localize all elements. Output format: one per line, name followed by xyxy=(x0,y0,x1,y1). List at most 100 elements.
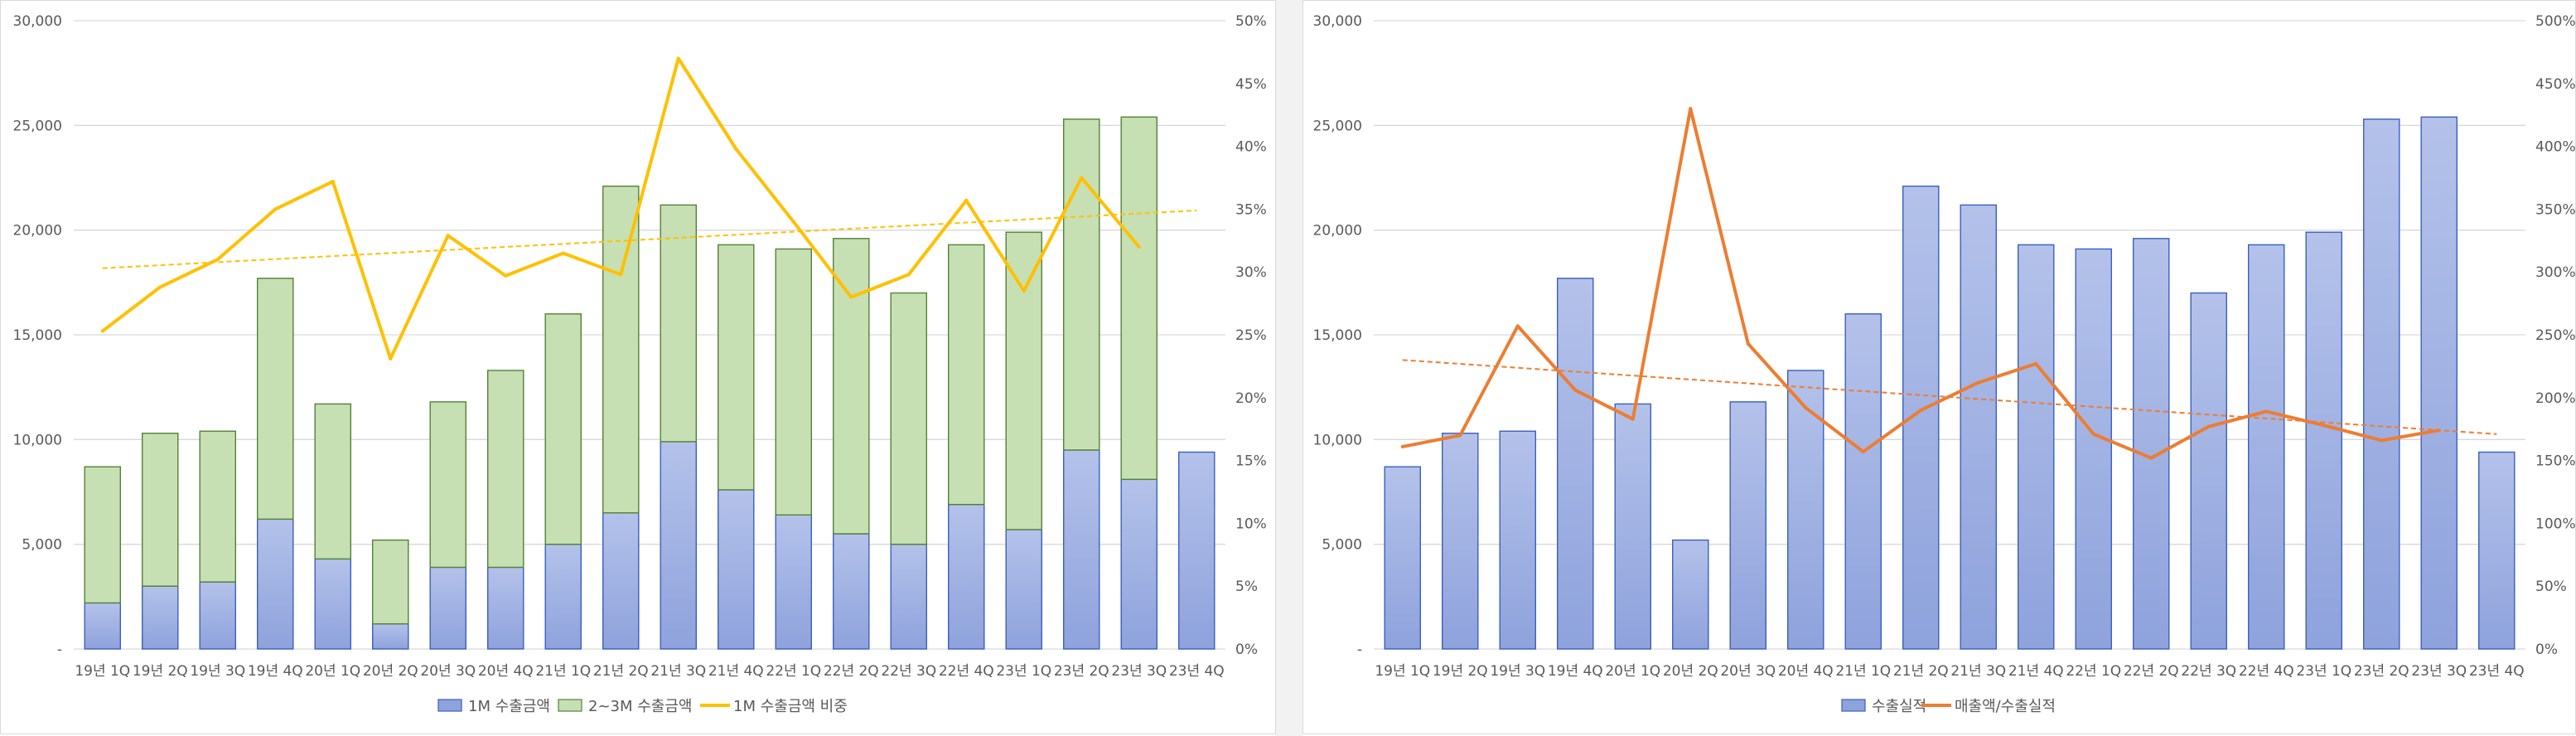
bar-1m xyxy=(544,543,582,650)
bar-s xyxy=(2478,451,2516,650)
bar-2-3m xyxy=(1120,116,1158,481)
y-tick-label: 30,000 xyxy=(13,13,62,30)
bar-1m xyxy=(1120,478,1158,650)
y-tick-label: 15,000 xyxy=(1313,327,1362,344)
line-point xyxy=(1919,408,1923,412)
y-tick-label: 30,000 xyxy=(1313,13,1362,30)
x-tick-label: 23년 3Q xyxy=(1111,663,1167,680)
legend-label: 2~3M 수출금액 xyxy=(588,698,692,715)
legend-label: 1M 수출금액 비중 xyxy=(733,698,848,715)
bar-s xyxy=(1442,433,1479,650)
x-tick-label: 22년 2Q xyxy=(2124,663,2179,680)
bar-2-3m xyxy=(487,370,524,569)
x-tick-label: 22년 1Q xyxy=(766,663,821,680)
line-point xyxy=(273,207,278,211)
line-point xyxy=(2091,432,2095,436)
line-point xyxy=(2437,429,2441,433)
bar-s xyxy=(2075,248,2112,650)
x-tick-label: 21년 2Q xyxy=(1893,663,1949,680)
y-tick-label: 25,000 xyxy=(1313,118,1362,134)
line-point xyxy=(676,56,680,61)
x-tick-label: 21년 1Q xyxy=(535,663,591,680)
x-tick-label: 21년 2Q xyxy=(593,663,649,680)
x-tick-label: 23년 4Q xyxy=(2469,663,2525,680)
y2-tick-label: 200% xyxy=(2535,390,2576,407)
line-point xyxy=(158,285,162,289)
line-point xyxy=(1080,176,1084,180)
line-point xyxy=(331,180,335,184)
line-point xyxy=(2149,456,2153,460)
y2-tick-label: 350% xyxy=(2535,201,2576,218)
bar-2-3m xyxy=(142,433,179,587)
bar-1m xyxy=(890,543,927,650)
line-point xyxy=(1137,245,1141,249)
legend-label: 1M 수출금액 xyxy=(468,698,550,715)
y2-tick-label: 300% xyxy=(2535,264,2576,281)
line-point xyxy=(389,356,393,361)
x-tick-label: 19년 1Q xyxy=(1375,663,1430,680)
bar-2-3m xyxy=(1005,231,1042,530)
chart-left-svg: - 5,000 10,000 15,000 20,000 25,000 30,000 0% 5%… xyxy=(13,13,1267,715)
bar-1m xyxy=(1178,451,1216,650)
x-tick-label: 19년 2Q xyxy=(133,663,188,680)
y2-tick-label: 50% xyxy=(2535,579,2567,595)
line-point xyxy=(619,273,623,277)
chart-left-panel: - 5,000 10,000 15,000 20,000 25,000 30,000 0% 5%… xyxy=(0,0,1276,734)
bar-1m xyxy=(199,581,236,650)
bar-s xyxy=(2305,231,2342,650)
bar-2-3m xyxy=(602,185,640,514)
bar-s xyxy=(1960,204,1997,650)
y-tick-label: 25,000 xyxy=(13,118,62,134)
x-tick-label: 23년 2Q xyxy=(2354,663,2409,680)
bar-2-3m xyxy=(257,278,294,521)
x-tick-label: 19년 4Q xyxy=(1548,663,1603,680)
x-tick-label: 20년 2Q xyxy=(363,663,418,680)
bar-2-3m xyxy=(718,244,755,491)
line-point xyxy=(1976,380,1980,385)
x-tick-label: 23년 2Q xyxy=(1054,663,1109,680)
bar-s xyxy=(2363,119,2400,650)
line-point xyxy=(1746,341,1750,346)
bar-2-3m xyxy=(1063,119,1100,451)
y2-tick-label: 400% xyxy=(2535,139,2576,156)
x-tick-label: 23년 3Q xyxy=(2411,663,2467,680)
bar-s xyxy=(2420,116,2458,650)
chart-right-svg: - 5,000 10,000 15,000 20,000 25,000 30,000 0% 50… xyxy=(1313,13,2576,715)
x-tick-label: 20년 2Q xyxy=(1663,663,1718,680)
x-tick-label: 21년 4Q xyxy=(708,663,764,680)
y2-tick-label: 15% xyxy=(1235,453,1267,470)
line-point xyxy=(2264,409,2269,414)
y-tick-label: 20,000 xyxy=(1313,223,1362,240)
y2-tick-label: 100% xyxy=(2535,516,2576,532)
y2-tick-label: 40% xyxy=(1235,139,1267,156)
line-point xyxy=(1022,288,1026,293)
y-tick-label: 10,000 xyxy=(13,432,62,448)
x-tick-label: 22년 4Q xyxy=(939,663,994,680)
y2-tick-label: 450% xyxy=(2535,76,2576,93)
line-point xyxy=(1861,449,1865,453)
y2-tick-label: 5% xyxy=(1235,579,1258,595)
panel-gap xyxy=(1276,0,1302,736)
bar-2-3m xyxy=(890,292,927,545)
y-tick-label: - xyxy=(1357,642,1362,658)
bar-1m xyxy=(257,518,294,650)
line-point xyxy=(1804,405,1808,409)
line-point xyxy=(849,295,853,299)
bar-1m xyxy=(833,533,870,650)
x-tick-label: 21년 4Q xyxy=(2008,663,2064,680)
line-point xyxy=(1400,444,1404,448)
y2-tick-label: 25% xyxy=(1235,327,1267,344)
y-tick-label: 5,000 xyxy=(1322,537,1362,554)
x-tick-label: 22년 3Q xyxy=(881,663,936,680)
y2-tick-label: 30% xyxy=(1235,264,1267,281)
x-tick-label: 23년 1Q xyxy=(2296,663,2351,680)
x-tick-label: 21년 1Q xyxy=(1835,663,1891,680)
x-tick-label: 19년 3Q xyxy=(190,663,245,680)
line-point xyxy=(1631,417,1635,421)
bar-s xyxy=(1787,370,1824,650)
y2-tick-label: 150% xyxy=(2535,453,2576,470)
y-tick-label: 5,000 xyxy=(22,537,62,554)
y2-tick-label: 500% xyxy=(2535,13,2576,30)
line-point xyxy=(561,251,565,255)
x-tick-label: 19년 3Q xyxy=(1490,663,1545,680)
